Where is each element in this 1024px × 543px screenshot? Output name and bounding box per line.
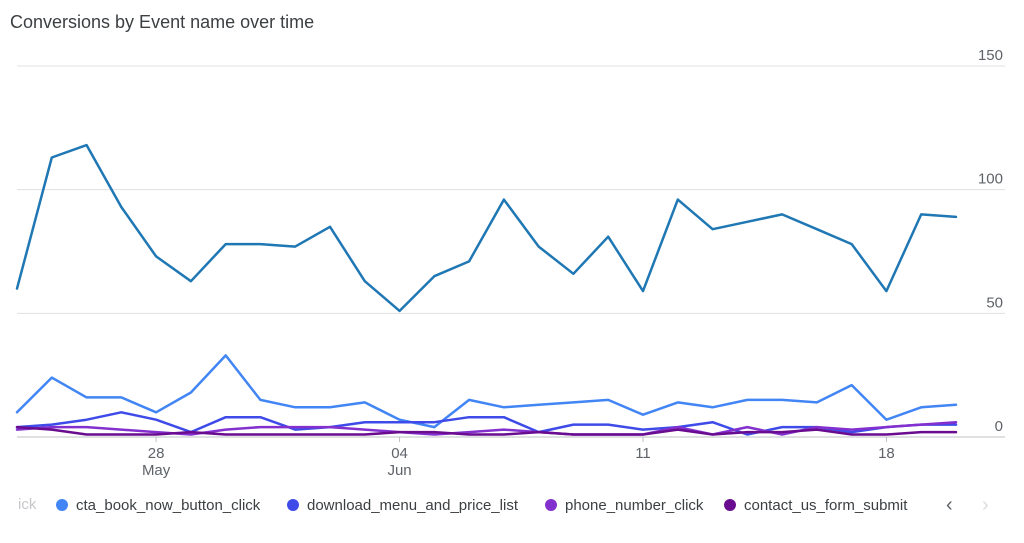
legend-swatch-icon: [56, 499, 68, 511]
legend-label: cta_book_now_button_click: [76, 496, 261, 514]
legend-item-cta_book_now_button_click[interactable]: cta_book_now_button_click: [56, 493, 260, 517]
legend-swatch-icon: [724, 499, 736, 511]
legend-label: phone_number_click: [565, 496, 704, 514]
grid-lines: [17, 65, 1005, 438]
legend-swatch-icon: [545, 499, 557, 511]
x-tick-label: 18: [878, 445, 895, 462]
x-tick-label: 04: [391, 445, 408, 462]
legend-faded-item: ick: [18, 496, 37, 513]
legend-swatch-icon: [287, 499, 299, 511]
legend-item-phone_number_click[interactable]: phone_number_click: [545, 493, 703, 517]
series-line-phone_number_click[interactable]: [15, 420, 958, 436]
series-line-contact_us_form_submit[interactable]: [15, 425, 958, 436]
y-tick-label: 0: [995, 418, 1003, 435]
chevron-right-icon[interactable]: ›: [982, 494, 989, 516]
series-line-series-0[interactable]: [15, 143, 958, 313]
y-tick-label: 50: [986, 294, 1003, 311]
x-tick-month-label: May: [142, 462, 171, 479]
legend-item-contact_us_form_submit[interactable]: contact_us_form_submit: [724, 493, 907, 517]
x-tick-label: 11: [635, 445, 651, 462]
x-tick-label: 28: [148, 445, 165, 462]
legend-label: download_menu_and_price_list: [307, 496, 518, 514]
y-tick-label: 100: [978, 171, 1003, 188]
legend-label: contact_us_form_submit: [744, 496, 908, 514]
legend-item-download_menu_and_price_list[interactable]: download_menu_and_price_list: [287, 493, 518, 517]
series-line-download_menu_and_price_list[interactable]: [15, 411, 958, 436]
series-lines: [15, 143, 958, 436]
x-tick-month-label: Jun: [387, 462, 411, 479]
y-tick-label: 150: [978, 47, 1003, 64]
legend: ick cta_book_now_button_click download_me…: [0, 490, 1024, 520]
chevron-left-icon[interactable]: ‹: [946, 494, 953, 516]
series-line-cta_book_now_button_click[interactable]: [15, 354, 958, 429]
chart-title: Conversions by Event name over time: [10, 12, 315, 32]
